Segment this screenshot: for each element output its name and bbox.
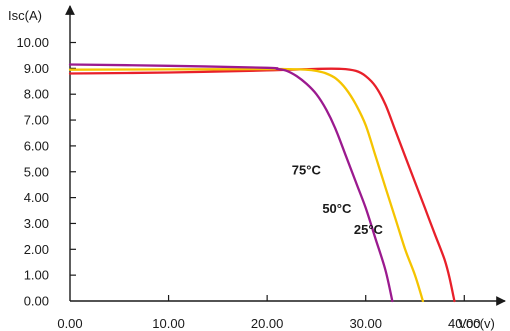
series-label: 50°C — [322, 201, 352, 216]
y-tick-label: 6.00 — [24, 138, 49, 153]
y-tick-label: 2.00 — [24, 242, 49, 257]
y-tick-label: 1.00 — [24, 268, 49, 283]
x-tick-label: 10.00 — [152, 316, 185, 331]
y-tick-label: 9.00 — [24, 61, 49, 76]
y-tick-label: 7.00 — [24, 113, 49, 128]
y-tick-label: 5.00 — [24, 164, 49, 179]
x-ticks: 0.00 10.00 20.00 30.00 40.00 — [57, 295, 481, 331]
y-tick-label: 8.00 — [24, 87, 49, 102]
series-lines — [68, 63, 456, 303]
x-tick-label: 30.00 — [349, 316, 382, 331]
series-line — [68, 63, 394, 303]
y-tick-label: 3.00 — [24, 216, 49, 231]
y-tick-label: 0.00 — [24, 294, 49, 309]
series-labels: 25°C50°C 75°C — [292, 162, 384, 236]
series-line — [68, 67, 425, 303]
x-tick-label: 0.00 — [57, 316, 82, 331]
y-ticks: 0.00 1.00 2.00 3.00 4.00 5.00 6.00 7.00 8.00 9.00… — [16, 35, 76, 309]
x-tick-label: 40.00 — [448, 316, 481, 331]
x-tick-label: 20.00 — [251, 316, 284, 331]
x-axis-title: Voc(v) — [458, 316, 495, 331]
y-axis-title: Isc(A) — [8, 8, 42, 23]
series-line — [68, 67, 456, 303]
series-label: 25°C — [354, 222, 384, 237]
y-tick-label: 10.00 — [16, 35, 49, 50]
y-tick-label: 4.00 — [24, 190, 49, 205]
series-label: 75°C — [292, 162, 322, 177]
